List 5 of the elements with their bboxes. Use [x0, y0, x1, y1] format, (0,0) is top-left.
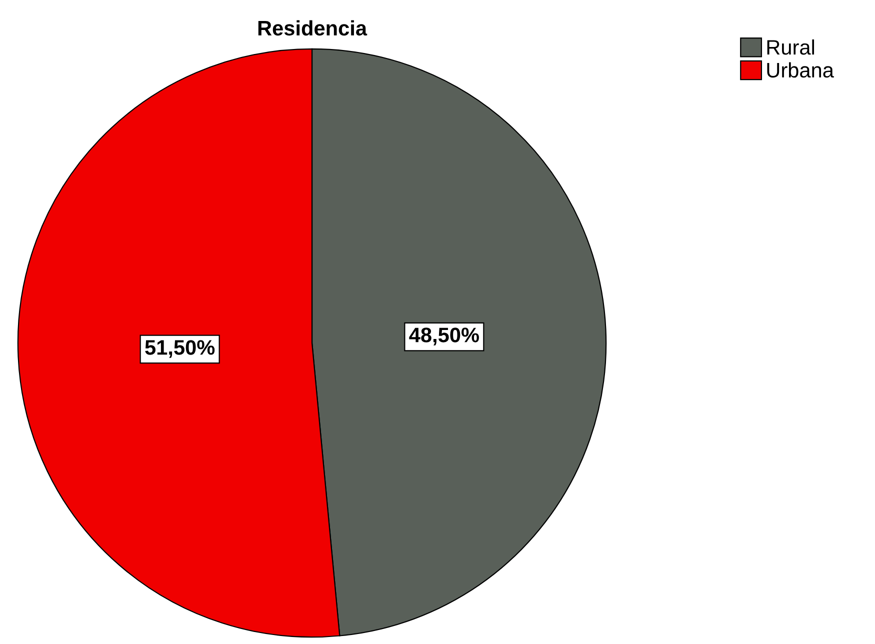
- data-label: 48,50%: [409, 328, 479, 346]
- legend-label: Urbana: [767, 62, 834, 78]
- legend-label: Rural: [767, 39, 814, 55]
- data-label: 51,50%: [145, 340, 215, 358]
- chart-title: Residencia: [258, 20, 368, 36]
